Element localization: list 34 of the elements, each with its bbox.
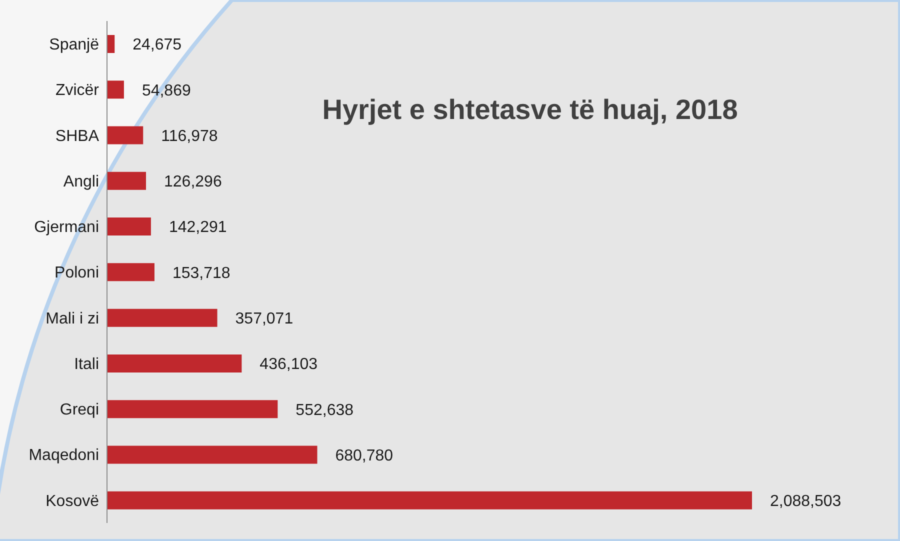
- y-tick-label: Kosovë: [46, 492, 100, 510]
- bar: [107, 263, 154, 282]
- bar: [107, 491, 752, 510]
- text: Hyrjet e shtetasve të huaj, 2018: [321, 94, 739, 126]
- y-tick-label: Poloni: [54, 264, 99, 282]
- data-label: 126,296: [164, 174, 222, 191]
- data-label: 116,978: [161, 128, 218, 145]
- y-tick-label: Maqedoni: [28, 447, 99, 464]
- bar: [107, 218, 151, 236]
- bar: [107, 80, 124, 99]
- bar: [107, 354, 242, 372]
- bar: [107, 446, 318, 464]
- data-label: 142,291: [168, 219, 227, 236]
- bar: [107, 172, 146, 190]
- y-tick-label: Spanjë: [49, 36, 100, 54]
- data-label: 552,638: [296, 402, 354, 419]
- y-tick-label: Itali: [74, 356, 99, 373]
- y-tick-label: Gjermani: [34, 219, 99, 236]
- y-tick-label: SHBA: [55, 128, 100, 145]
- data-label: 680,780: [335, 447, 394, 464]
- bar: [107, 400, 278, 418]
- bar: [107, 35, 115, 53]
- data-label: 436,103: [260, 356, 318, 374]
- bar: [107, 308, 218, 327]
- bar: [107, 126, 144, 144]
- data-label: 357,071: [235, 310, 294, 328]
- data-label: 2,088,503: [770, 493, 842, 510]
- data-label: 153,718: [172, 264, 230, 282]
- data-label: 54,869: [142, 82, 191, 100]
- y-tick-label: Greqi: [60, 402, 99, 419]
- y-tick-label: Zvicër: [55, 82, 100, 100]
- data-label: 24,675: [132, 36, 182, 54]
- y-tick-label: Mali i zi: [46, 310, 99, 328]
- y-tick-label: Angli: [63, 173, 99, 190]
